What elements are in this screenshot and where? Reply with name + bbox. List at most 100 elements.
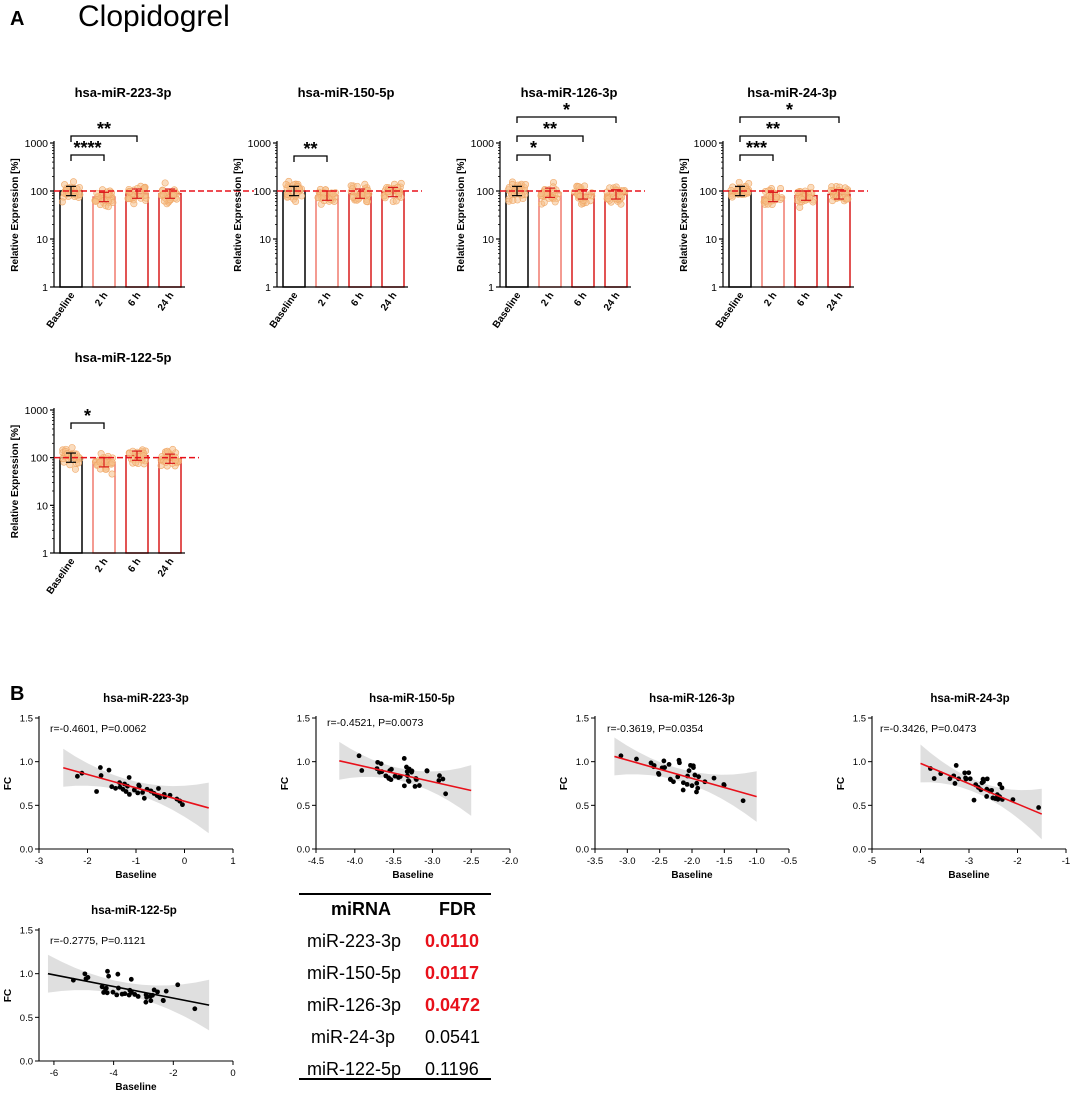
row-fdr-significant: 0.0472 xyxy=(425,995,481,1015)
scatter-point xyxy=(694,780,700,786)
y-tick-label: 10 xyxy=(36,234,48,246)
x-tick-label: -2.5 xyxy=(463,856,479,867)
scatter-point xyxy=(953,763,959,768)
data-point xyxy=(798,196,806,204)
scatter-point xyxy=(952,781,958,786)
scatter-point xyxy=(175,982,181,988)
y-tick-label: 1 xyxy=(711,282,717,294)
y-tick-label: 10 xyxy=(705,234,717,246)
scatter-point xyxy=(98,773,104,778)
scatter-point xyxy=(359,768,365,773)
x-tick-label: -1 xyxy=(1062,856,1070,867)
data-point xyxy=(75,459,83,467)
y-axis-label: FC xyxy=(559,777,570,790)
y-tick-label: 1 xyxy=(265,282,271,294)
data-point xyxy=(125,195,133,203)
data-point xyxy=(162,458,170,466)
y-tick-label: 1.0 xyxy=(297,757,310,768)
y-tick-label: 1000 xyxy=(248,138,272,150)
y-tick-label: 1.0 xyxy=(20,757,33,768)
panel-b-label: B xyxy=(10,683,25,705)
scatter-point xyxy=(661,758,667,764)
data-point xyxy=(71,193,79,201)
x-tick-label: -1.5 xyxy=(716,856,732,867)
scatter-point xyxy=(356,753,362,759)
scatter-point xyxy=(967,776,973,782)
scatter-point xyxy=(141,795,147,801)
scatter-point xyxy=(110,989,116,995)
x-axis-label: Baseline xyxy=(392,870,434,881)
data-point xyxy=(504,186,512,194)
x-tick-label: -1 xyxy=(132,856,140,867)
data-point xyxy=(70,178,78,186)
x-tick-label: 24 h xyxy=(825,290,845,313)
y-tick-label: 10 xyxy=(36,500,48,512)
correlation-stat: r=-0.3426, P=0.0473 xyxy=(880,723,976,735)
header-fdr: FDR xyxy=(439,899,476,919)
scatter-point xyxy=(711,775,717,781)
data-point xyxy=(159,191,167,199)
significance-label: * xyxy=(786,100,793,120)
scatter-point xyxy=(386,775,391,781)
x-tick-label: -4 xyxy=(109,1068,117,1079)
scatter-point xyxy=(677,760,682,766)
scatter-point xyxy=(684,781,690,787)
scatter-point xyxy=(123,789,129,794)
x-tick-label: -6 xyxy=(50,1068,58,1079)
scatter-point xyxy=(404,769,410,775)
significance-label: *** xyxy=(746,138,767,158)
data-point xyxy=(104,452,112,460)
y-axis-label: FC xyxy=(836,777,847,790)
x-tick-label: -3.5 xyxy=(587,856,603,867)
scatter-point xyxy=(115,971,121,977)
y-tick-label: 0.5 xyxy=(853,801,866,812)
x-tick-label: 24 h xyxy=(379,290,399,313)
correlation-stat: r=-0.4521, P=0.0073 xyxy=(327,717,423,729)
row-fdr-significant: 0.0110 xyxy=(425,931,480,951)
significance-bracket xyxy=(70,135,138,142)
data-point xyxy=(58,198,66,206)
data-point xyxy=(392,197,400,205)
regression-line xyxy=(339,760,472,792)
x-tick-label: -3 xyxy=(965,856,973,867)
y-axis-label: Relative Expression [%] xyxy=(456,158,467,271)
confidence-band xyxy=(47,954,210,1031)
scatter-point xyxy=(440,776,446,782)
table-row: miR-150-5p 0.0117 xyxy=(299,957,491,989)
scatter-point xyxy=(103,986,108,992)
data-point xyxy=(728,193,736,201)
x-tick-label: 2 h xyxy=(762,290,779,308)
data-point xyxy=(101,458,109,466)
table-top-rule xyxy=(299,893,491,895)
scatter-point xyxy=(686,768,692,774)
data-point xyxy=(617,200,625,208)
data-point xyxy=(169,191,177,199)
y-axis-label: FC xyxy=(3,989,14,1002)
scatter-point xyxy=(437,773,442,779)
scatter-point xyxy=(109,784,115,790)
scatter-point xyxy=(401,783,407,789)
row-fdr-significant: 0.0117 xyxy=(425,963,480,983)
data-point xyxy=(68,444,76,452)
significance-label: * xyxy=(530,138,537,158)
scatter-point xyxy=(136,782,142,788)
scatter-point xyxy=(721,782,727,787)
x-tick-label: 0 xyxy=(230,1068,235,1079)
confidence-band xyxy=(614,737,757,822)
data-point xyxy=(545,194,553,202)
data-point xyxy=(59,455,67,463)
x-tick-label: 1 xyxy=(230,856,235,867)
scatter-point xyxy=(192,1006,198,1012)
y-tick-label: 1 xyxy=(488,282,494,294)
scatter-point xyxy=(135,790,141,796)
y-tick-label: 1.0 xyxy=(20,969,33,980)
data-point xyxy=(363,197,371,205)
data-point xyxy=(161,179,169,187)
panel-a-title: Clopidogrel xyxy=(78,0,230,33)
chart-title: hsa-miR-126-3p xyxy=(521,85,618,100)
x-tick-label: -3.0 xyxy=(424,856,440,867)
x-tick-label: 2 h xyxy=(539,290,556,308)
y-tick-label: 100 xyxy=(30,453,48,465)
table-bottom-rule xyxy=(299,1078,491,1080)
